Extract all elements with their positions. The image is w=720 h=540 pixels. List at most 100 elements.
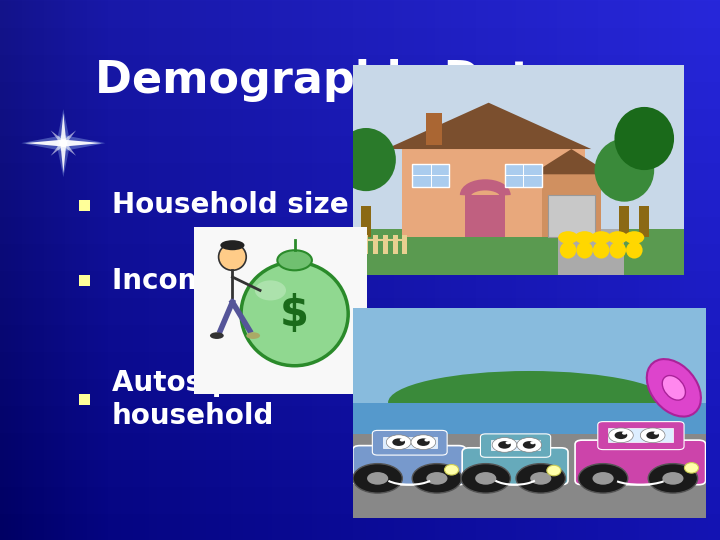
Circle shape — [505, 441, 510, 444]
Bar — [373, 235, 378, 254]
Circle shape — [648, 464, 698, 493]
FancyBboxPatch shape — [575, 440, 706, 485]
Circle shape — [367, 472, 388, 485]
Circle shape — [424, 438, 429, 442]
Polygon shape — [50, 130, 76, 156]
Circle shape — [622, 432, 627, 435]
Ellipse shape — [547, 465, 561, 476]
Bar — [361, 206, 371, 238]
Circle shape — [400, 438, 405, 442]
Circle shape — [662, 472, 683, 485]
Circle shape — [558, 231, 578, 244]
Bar — [383, 437, 436, 448]
Circle shape — [578, 464, 628, 493]
FancyBboxPatch shape — [480, 434, 551, 457]
Circle shape — [624, 231, 644, 244]
Bar — [541, 174, 601, 238]
Ellipse shape — [595, 138, 654, 201]
FancyBboxPatch shape — [372, 430, 447, 455]
Bar — [505, 164, 541, 187]
FancyBboxPatch shape — [353, 446, 466, 485]
Bar — [353, 403, 706, 434]
Bar — [353, 235, 358, 254]
Circle shape — [387, 435, 411, 449]
Bar — [413, 164, 449, 187]
Circle shape — [413, 464, 462, 493]
Ellipse shape — [246, 332, 260, 339]
Circle shape — [392, 438, 405, 446]
Bar — [491, 440, 540, 450]
Ellipse shape — [210, 332, 224, 339]
Circle shape — [517, 437, 541, 453]
Ellipse shape — [626, 242, 642, 259]
Bar — [353, 229, 684, 275]
Ellipse shape — [388, 371, 670, 434]
Polygon shape — [60, 113, 66, 173]
Ellipse shape — [277, 250, 312, 271]
Bar — [382, 235, 387, 254]
Ellipse shape — [662, 375, 685, 400]
Circle shape — [593, 472, 613, 485]
Bar — [353, 308, 706, 434]
Circle shape — [219, 244, 246, 271]
Ellipse shape — [444, 464, 459, 475]
Text: Household size: Household size — [112, 191, 348, 219]
Circle shape — [461, 464, 510, 493]
Ellipse shape — [560, 242, 577, 259]
Polygon shape — [50, 130, 76, 156]
Text: $: $ — [280, 293, 309, 335]
Bar — [608, 428, 673, 442]
Text: Autos per
household: Autos per household — [112, 369, 274, 430]
Ellipse shape — [255, 280, 286, 300]
Ellipse shape — [685, 463, 698, 473]
FancyBboxPatch shape — [462, 448, 568, 485]
Circle shape — [426, 472, 448, 485]
Bar — [465, 195, 505, 238]
Ellipse shape — [241, 262, 348, 366]
Circle shape — [640, 428, 665, 443]
Bar — [548, 195, 595, 238]
Ellipse shape — [614, 107, 674, 170]
Circle shape — [530, 441, 535, 444]
Polygon shape — [56, 109, 71, 177]
Circle shape — [411, 435, 436, 449]
Ellipse shape — [220, 240, 245, 250]
Circle shape — [523, 441, 536, 449]
Bar — [558, 229, 624, 275]
Ellipse shape — [609, 242, 626, 259]
Ellipse shape — [593, 242, 609, 259]
Circle shape — [615, 431, 627, 439]
Circle shape — [647, 431, 659, 439]
Circle shape — [608, 231, 628, 244]
Bar — [79, 275, 91, 286]
Text: Income level: Income level — [112, 267, 310, 295]
Bar — [79, 200, 91, 211]
Circle shape — [498, 441, 511, 449]
Circle shape — [475, 472, 496, 485]
Ellipse shape — [336, 128, 396, 191]
Polygon shape — [531, 149, 611, 174]
Circle shape — [654, 432, 659, 435]
Circle shape — [492, 437, 517, 453]
Circle shape — [530, 472, 552, 485]
Circle shape — [575, 231, 595, 244]
Circle shape — [516, 464, 565, 493]
Circle shape — [417, 438, 430, 446]
FancyBboxPatch shape — [598, 422, 684, 450]
Bar — [402, 235, 408, 254]
Ellipse shape — [647, 359, 701, 416]
Ellipse shape — [577, 242, 593, 259]
Bar — [79, 394, 91, 405]
Polygon shape — [25, 140, 102, 146]
Circle shape — [608, 428, 634, 443]
Bar — [363, 235, 368, 254]
Polygon shape — [386, 103, 591, 149]
Circle shape — [59, 139, 68, 147]
Bar — [402, 149, 585, 238]
Bar — [639, 206, 649, 238]
Bar — [426, 113, 442, 145]
Bar — [353, 430, 706, 518]
Text: Demographic Data: Demographic Data — [95, 58, 562, 102]
Bar — [619, 206, 629, 238]
Polygon shape — [22, 135, 105, 151]
